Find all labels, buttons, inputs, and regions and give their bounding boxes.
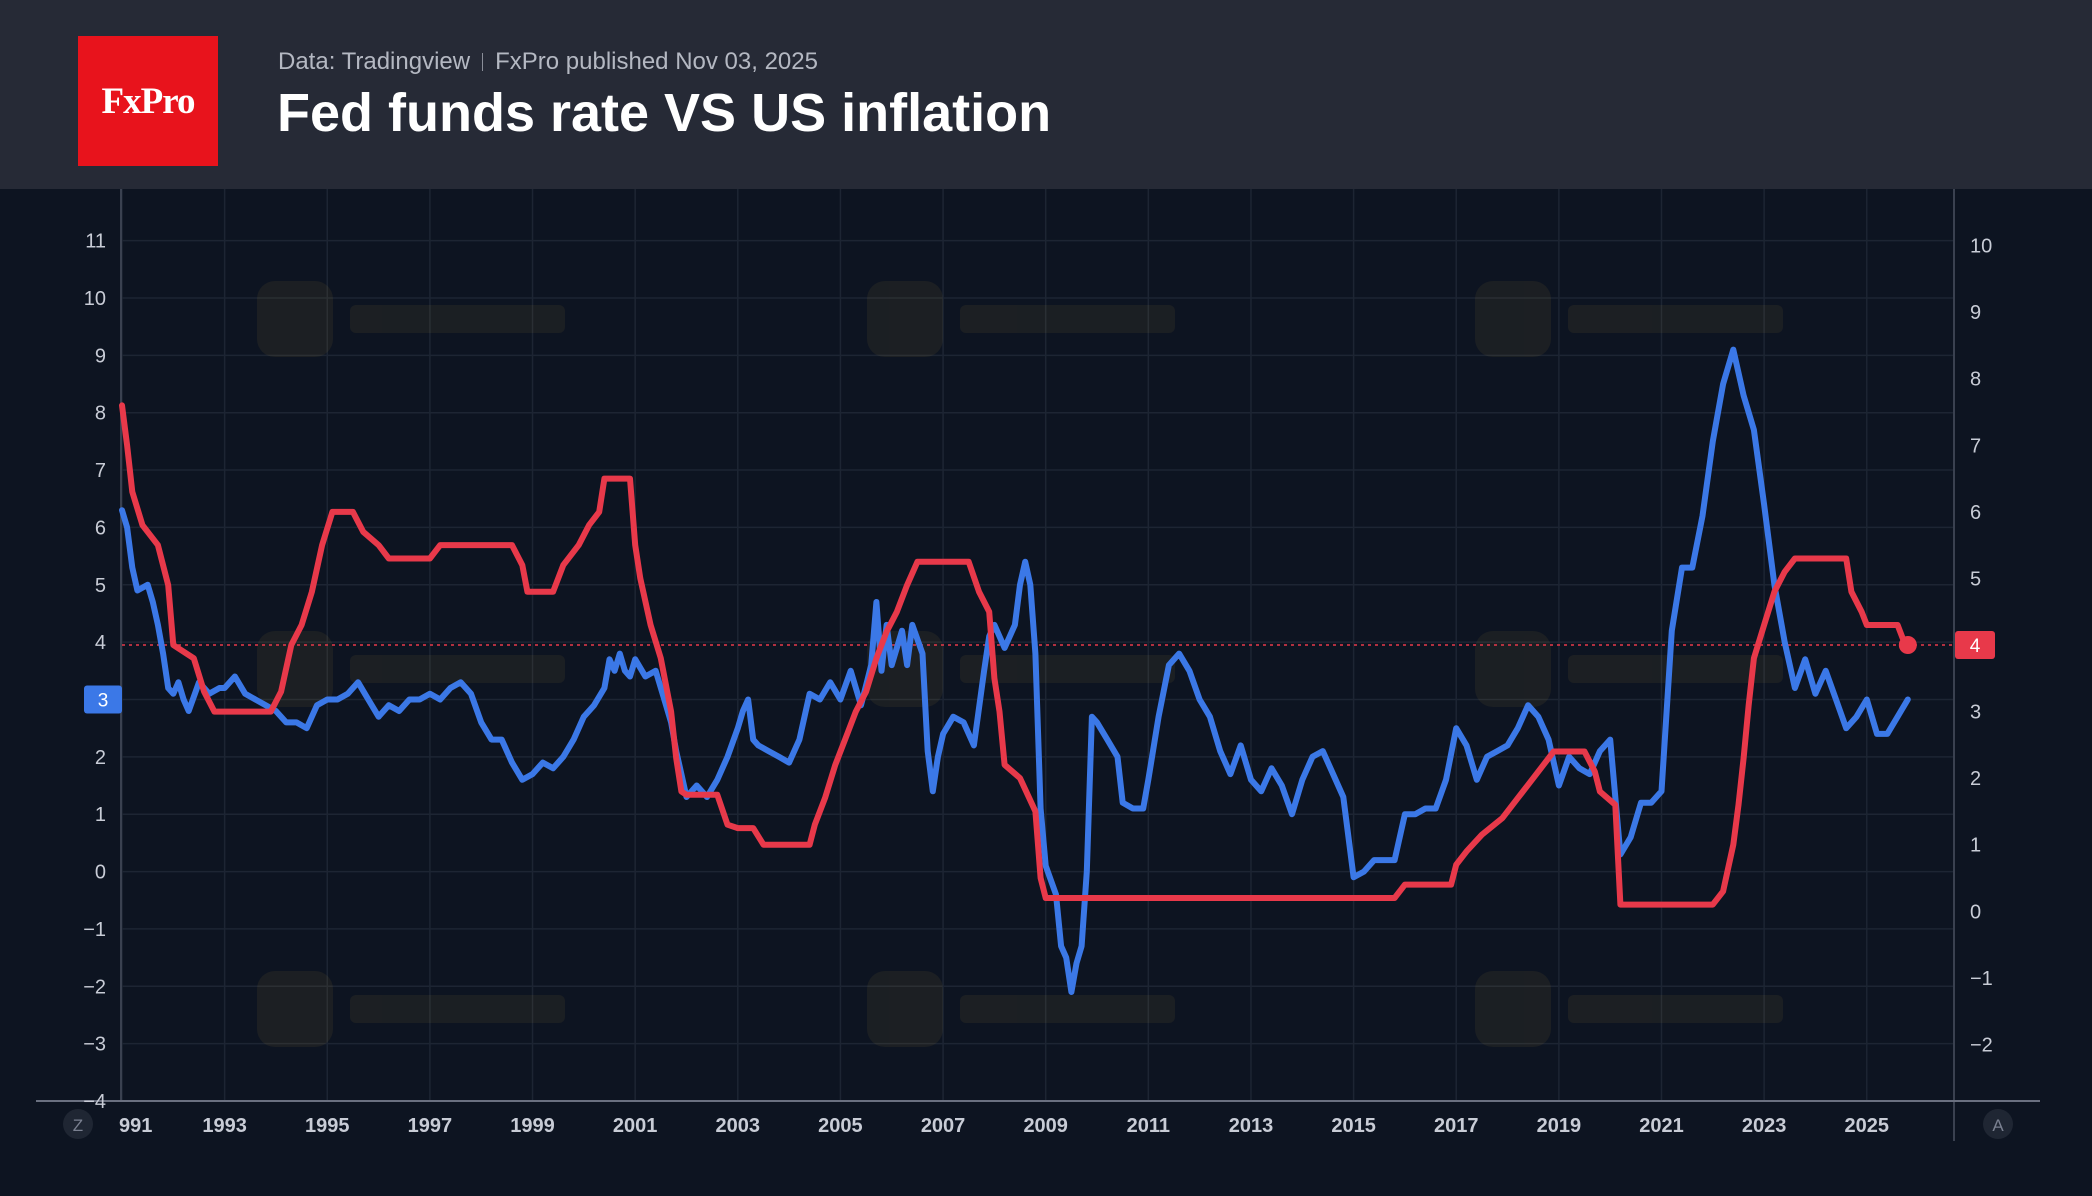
watermark [257,971,565,1047]
left-tick-label: 1 [95,804,106,826]
watermark-badge [257,631,333,707]
right-badge: 4 [1955,631,1995,659]
right-tick-label: 6 [1970,502,1981,524]
x-axis-ticks: 991 1993 1995 1997 1999 2001 2003 2005 2007 2009 2… [119,1115,1889,1137]
meta-separator [482,53,484,71]
left-badge-label: 3 [98,690,109,711]
watermark-bar [960,655,1175,683]
left-tick-label: 5 [95,575,106,597]
right-tick-label: 5 [1970,568,1981,590]
left-tick-label: −3 [83,1034,106,1056]
x-tick-label: 2015 [1331,1115,1376,1137]
data-source: Data: Tradingview [278,48,471,75]
chart-area[interactable]: 11109876543210−1−2−3−4 109876543210−1−2 … [0,189,2092,1196]
watermark [867,281,1175,357]
fed-funds-line [119,402,1911,908]
watermark-badge [1475,631,1551,707]
left-tick-label: −1 [83,919,106,941]
watermark [1475,281,1783,357]
watermark-bar [1568,305,1783,333]
x-tick-label: 2013 [1229,1115,1274,1137]
right-tick-label: 0 [1970,901,1981,923]
left-axis-button-label[interactable]: Z [73,1116,83,1135]
inflation-line [119,346,1911,995]
right-axis-button-bg[interactable] [1983,1109,2013,1139]
left-badge: 3 [84,685,122,714]
right-tick-label: 10 [1970,236,1992,258]
left-badge-background [84,685,122,714]
left-tick-label: 10 [84,288,106,310]
left-axis-ticks: 11109876543210−1−2−3−4 [83,231,106,1113]
x-tick-label: 2021 [1639,1115,1684,1137]
right-tick-label: −1 [1970,968,1993,990]
x-tick-label: 2005 [818,1115,863,1137]
left-tick-label: −2 [83,976,106,998]
left-tick-label: −4 [83,1091,106,1113]
left-tick-label: 9 [95,345,106,367]
watermark-badge [867,971,943,1047]
chart-meta: Data: Tradingview FxPro published Nov 03,… [278,48,818,76]
x-tick-label: 2023 [1742,1115,1787,1137]
right-axis-button-label[interactable]: A [1992,1116,2004,1135]
watermark-bar [350,655,565,683]
watermark-bar [350,995,565,1023]
left-axis-button[interactable]: Z [63,1109,93,1139]
watermark [257,281,565,357]
watermark-bar [1568,655,1783,683]
watermark-bar [960,305,1175,333]
x-tick-label: 1997 [408,1115,453,1137]
right-tick-label: 2 [1970,768,1981,790]
fed-funds-last-point [1898,636,1917,654]
left-tick-label: 2 [95,747,106,769]
right-axis-button[interactable]: A [1983,1109,2013,1139]
x-tick-label: 2025 [1845,1115,1890,1137]
watermark-badge [257,281,333,357]
x-tick-label: 1993 [202,1115,247,1137]
x-tick-label: 2011 [1127,1115,1170,1137]
watermarks [257,281,1783,1047]
x-tick-label: 2017 [1434,1115,1479,1137]
right-tick-label: 8 [1970,369,1981,391]
chart-header: FxPro Data: Tradingview FxPro published N… [0,0,2092,189]
watermark-bar [960,995,1175,1023]
logo-text: FxPro [101,80,196,122]
watermark-badge [1475,971,1551,1047]
watermark [1475,631,1783,707]
right-tick-label: 1 [1970,835,1981,857]
watermark [1475,971,1783,1047]
left-axis-button-bg[interactable] [63,1109,93,1139]
x-tick-label: 2007 [921,1115,966,1137]
published-date: FxPro published Nov 03, 2025 [495,48,818,75]
watermark [867,971,1175,1047]
x-tick-label: 991 [119,1115,152,1137]
watermark-badge [1475,281,1551,357]
x-tick-label: 2003 [716,1115,761,1137]
left-tick-label: 8 [95,403,106,425]
x-tick-label: 1999 [510,1115,555,1137]
left-tick-label: 6 [95,517,106,539]
left-tick-label: 4 [95,632,106,654]
right-badge-label: 4 [1970,636,1981,657]
watermark-bar [350,305,565,333]
chart-title: Fed funds rate VS US inflation [277,83,1052,143]
watermark-badge [867,281,943,357]
watermark-bar [1568,995,1783,1023]
x-tick-label: 1995 [305,1115,350,1137]
right-tick-label: 7 [1970,435,1981,457]
fxpro-logo: FxPro [78,36,218,166]
right-tick-label: 3 [1970,702,1981,724]
left-tick-label: 0 [95,862,106,884]
right-tick-label: 9 [1970,302,1981,324]
right-badge-background [1955,631,1995,659]
series-group [119,346,1917,995]
watermark [257,631,565,707]
x-tick-label: 2001 [613,1115,658,1137]
watermark-badge [257,971,333,1047]
x-tick-label: 2019 [1537,1115,1582,1137]
left-tick-label: 11 [85,231,106,253]
left-tick-label: 7 [95,460,106,482]
right-tick-label: −2 [1970,1034,1993,1056]
x-tick-label: 2009 [1023,1115,1068,1137]
